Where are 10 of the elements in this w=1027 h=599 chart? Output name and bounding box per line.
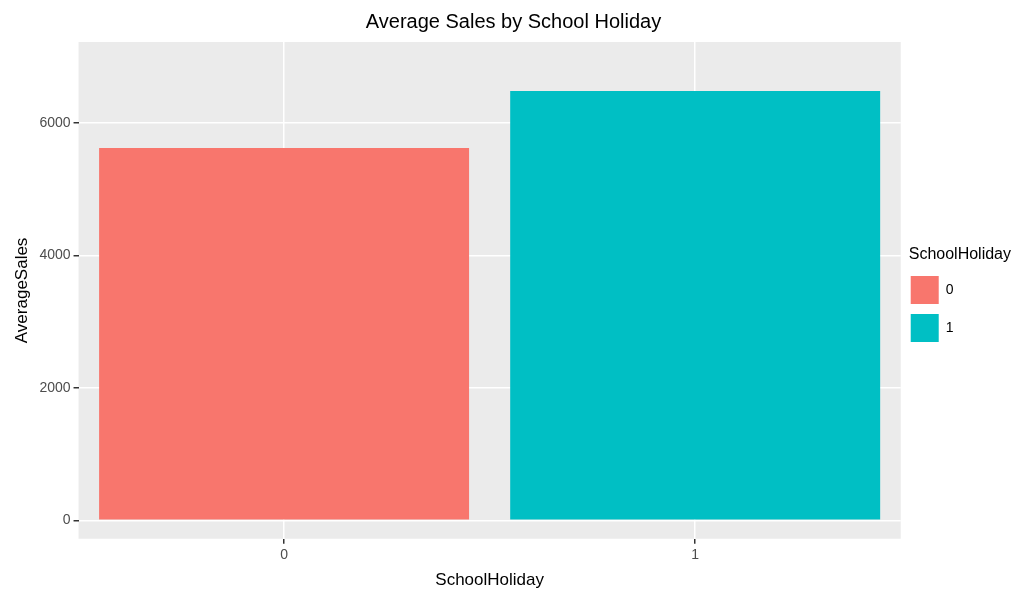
chart-title: Average Sales by School Holiday	[365, 9, 662, 32]
y-tick-label: 6000	[39, 113, 71, 130]
legend-label: 1	[945, 318, 954, 335]
y-tick-label: 4000	[39, 246, 71, 263]
legend-label: 0	[945, 280, 954, 297]
legend-title: SchoolHoliday	[908, 245, 1011, 263]
y-axis-title: AverageSales	[11, 237, 31, 344]
y-tick-label: 0	[62, 511, 71, 528]
y-tick-label: 2000	[39, 378, 71, 395]
x-axis-title: SchoolHoliday	[435, 570, 545, 590]
